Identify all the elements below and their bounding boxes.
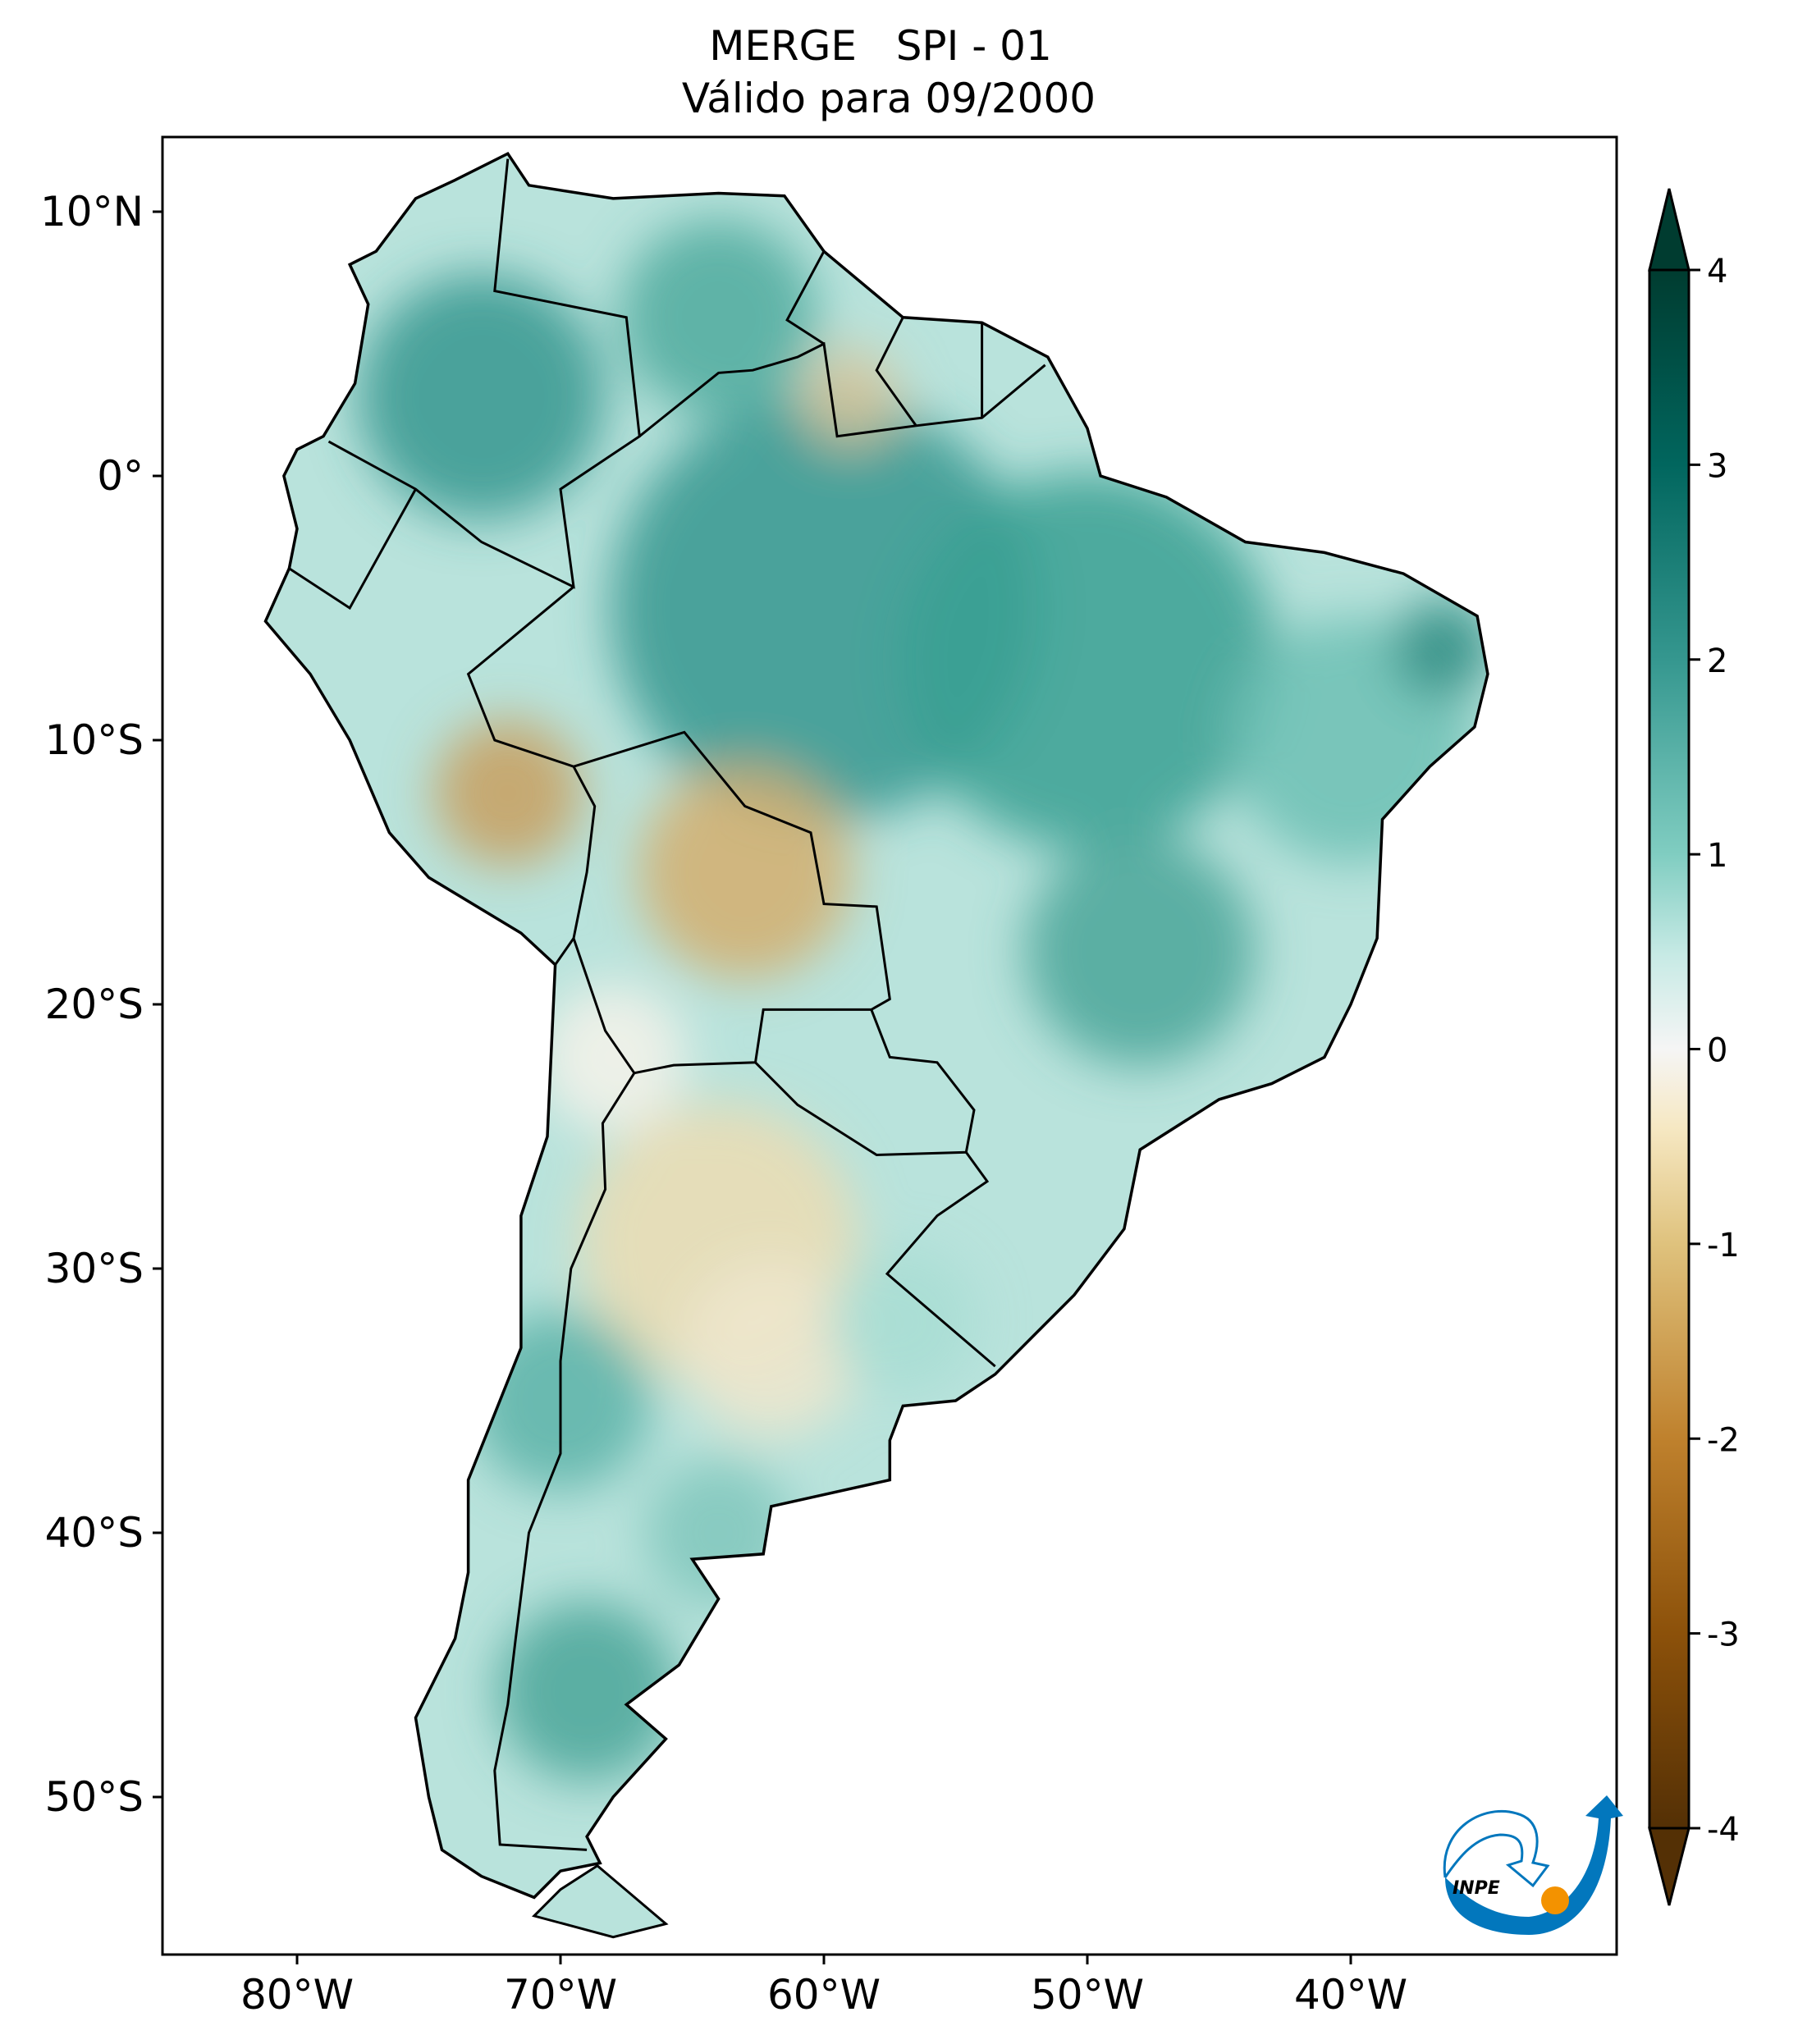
- inpe-logo-text: INPE: [1453, 1878, 1500, 1899]
- map-subtitle: Válido para 09/2000: [682, 75, 1096, 122]
- spi-anomaly-region: [644, 1459, 793, 1607]
- colorbar-tick-label: -3: [1707, 1616, 1740, 1654]
- border-line: [466, 586, 597, 966]
- border-line: [572, 730, 891, 1075]
- x-tick-label: 40°W: [1294, 1971, 1407, 2019]
- y-axis-ticks: 10°N 0° 10°S 20°S 30°S 40°S 50°S: [40, 188, 162, 1821]
- tierra-del-fuego: [532, 1863, 669, 1939]
- coastline: [263, 151, 1489, 1900]
- spi-anomaly-region: [1393, 598, 1488, 697]
- y-tick-label: 50°S: [45, 1773, 144, 1821]
- colorbar-tick-label: 4: [1707, 253, 1727, 290]
- y-tick-label: 30°S: [45, 1245, 144, 1292]
- country-borders: [288, 158, 1046, 1851]
- x-axis-ticks: 80°W 70°W 60°W 50°W 40°W: [240, 1955, 1407, 2019]
- map-frame: [161, 135, 1618, 1956]
- y-tick-label: 10°S: [45, 716, 144, 764]
- border-line: [493, 1072, 636, 1851]
- spi-anomaly-region: [680, 1257, 862, 1438]
- inpe-logo: INPE: [1443, 1795, 1623, 1935]
- colorbar-tick-label: -4: [1707, 1811, 1740, 1849]
- land-spi-field: [265, 153, 1488, 1898]
- x-tick-label: 80°W: [240, 1971, 354, 2019]
- spi-anomaly-region: [638, 766, 852, 979]
- map-title: MERGE SPI - 01: [709, 22, 1052, 70]
- spi-anomaly-region: [829, 1247, 977, 1396]
- spi-anomaly-region: [1025, 836, 1256, 1067]
- spi-anomaly-region: [496, 1601, 678, 1782]
- spi-anomaly-region: [801, 347, 900, 446]
- x-tick-label: 50°W: [1031, 1971, 1144, 2019]
- y-tick-label: 40°S: [45, 1509, 144, 1557]
- y-tick-label: 20°S: [45, 981, 144, 1028]
- border-line: [885, 1151, 996, 1368]
- spi-anomaly-region: [433, 719, 582, 867]
- spi-anomaly-region: [539, 983, 688, 1132]
- x-tick-label: 70°W: [504, 1971, 617, 2019]
- colorbar-tick-label: 0: [1707, 1032, 1727, 1070]
- colorbar-tick-label: -2: [1707, 1421, 1740, 1459]
- border-line: [875, 317, 917, 427]
- colorbar-tick-label: 3: [1707, 447, 1727, 485]
- colorbar-tick-label: 2: [1707, 642, 1727, 680]
- border-line: [327, 158, 641, 589]
- y-tick-label: 10°N: [40, 188, 144, 235]
- border-line: [754, 1008, 976, 1157]
- border-line: [785, 250, 826, 345]
- y-tick-label: 0°: [97, 452, 144, 500]
- colorbar-tick-label: 1: [1707, 837, 1727, 875]
- colorbar: 4 3 2 1 0 -1 -2 -3 -4: [1648, 188, 1740, 1906]
- spi-anomaly-region: [899, 472, 1276, 850]
- colorbar-tick-label: -1: [1707, 1227, 1740, 1264]
- x-tick-label: 60°W: [767, 1971, 881, 2019]
- spi-anomaly-region: [358, 273, 605, 520]
- border-line: [288, 488, 417, 610]
